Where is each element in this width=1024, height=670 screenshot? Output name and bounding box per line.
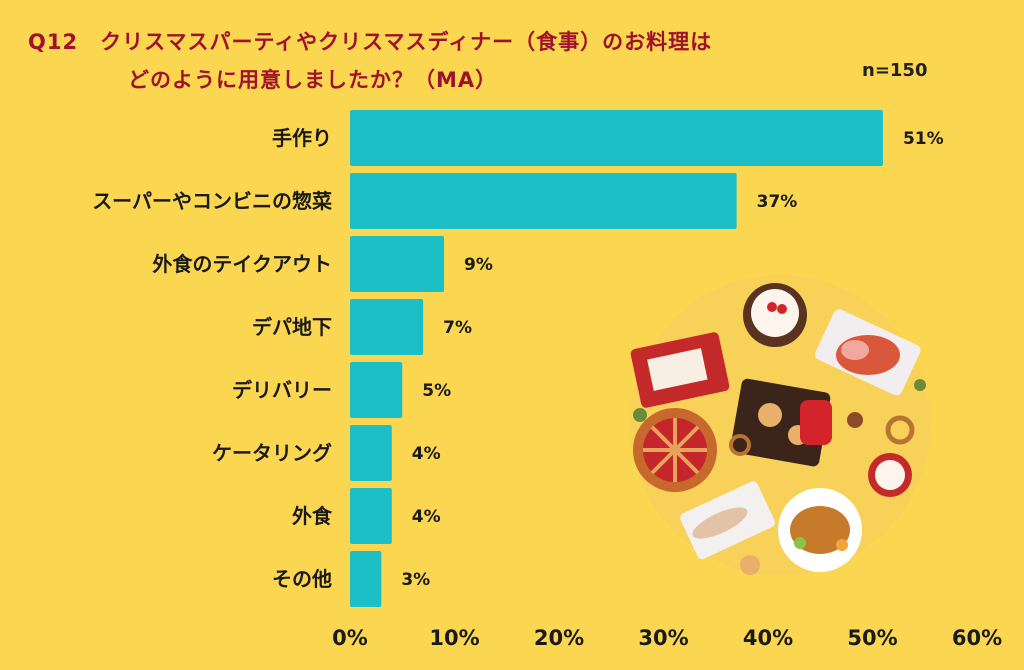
bar-4 bbox=[350, 299, 424, 355]
category-label-7: 外食 bbox=[292, 504, 333, 528]
bar-2 bbox=[350, 173, 737, 229]
chart-title-line1: Q12 クリスマスパーティやクリスマスディナー（食事）のお料理は bbox=[28, 30, 713, 54]
value-label-7: 4% bbox=[412, 507, 441, 527]
category-label-2: スーパーやコンビニの惣菜 bbox=[92, 189, 332, 213]
bar-8 bbox=[350, 551, 382, 607]
christmas-food-plate-icon bbox=[630, 275, 930, 575]
bar-1 bbox=[350, 110, 883, 166]
x-tick-label-6: 50% bbox=[847, 626, 897, 650]
category-label-8: その他 bbox=[272, 567, 332, 591]
bars-group bbox=[350, 110, 883, 607]
category-label-3: 外食のテイクアウト bbox=[152, 252, 332, 276]
value-label-8: 3% bbox=[401, 570, 430, 590]
sample-size-label: n=150 bbox=[862, 60, 928, 81]
x-tick-label-3: 20% bbox=[534, 626, 584, 650]
x-tick-labels-group: 0% 10% 20% 30% 40% 50% 60% bbox=[332, 626, 1002, 650]
category-label-4: デパ地下 bbox=[252, 315, 332, 339]
value-label-6: 4% bbox=[412, 444, 441, 464]
bar-7 bbox=[350, 488, 392, 544]
value-label-1: 51% bbox=[903, 129, 944, 149]
bar-3 bbox=[350, 236, 445, 292]
x-tick-label-2: 10% bbox=[429, 626, 479, 650]
bar-5 bbox=[350, 362, 403, 418]
chart-title-line2: どのように用意しましたか？（MA） bbox=[128, 68, 498, 92]
bar-6 bbox=[350, 425, 392, 481]
value-label-3: 9% bbox=[464, 255, 493, 275]
value-label-2: 37% bbox=[757, 192, 798, 212]
category-label-6: ケータリング bbox=[212, 441, 332, 465]
x-tick-label-1: 0% bbox=[332, 626, 368, 650]
x-tick-label-4: 30% bbox=[638, 626, 688, 650]
value-label-4: 7% bbox=[443, 318, 472, 338]
category-label-1: 手作り bbox=[272, 126, 332, 150]
x-tick-label-5: 40% bbox=[743, 626, 793, 650]
category-label-5: デリバリー bbox=[232, 378, 332, 402]
value-label-5: 5% bbox=[422, 381, 451, 401]
category-labels-group: 手作りスーパーやコンビニの惣菜外食のテイクアウトデパ地下デリバリーケータリング外… bbox=[92, 126, 333, 591]
value-labels-group: 51% 37% 9% 7% 5% 4% 4% 3% bbox=[401, 129, 943, 590]
x-tick-label-7: 60% bbox=[952, 626, 1002, 650]
